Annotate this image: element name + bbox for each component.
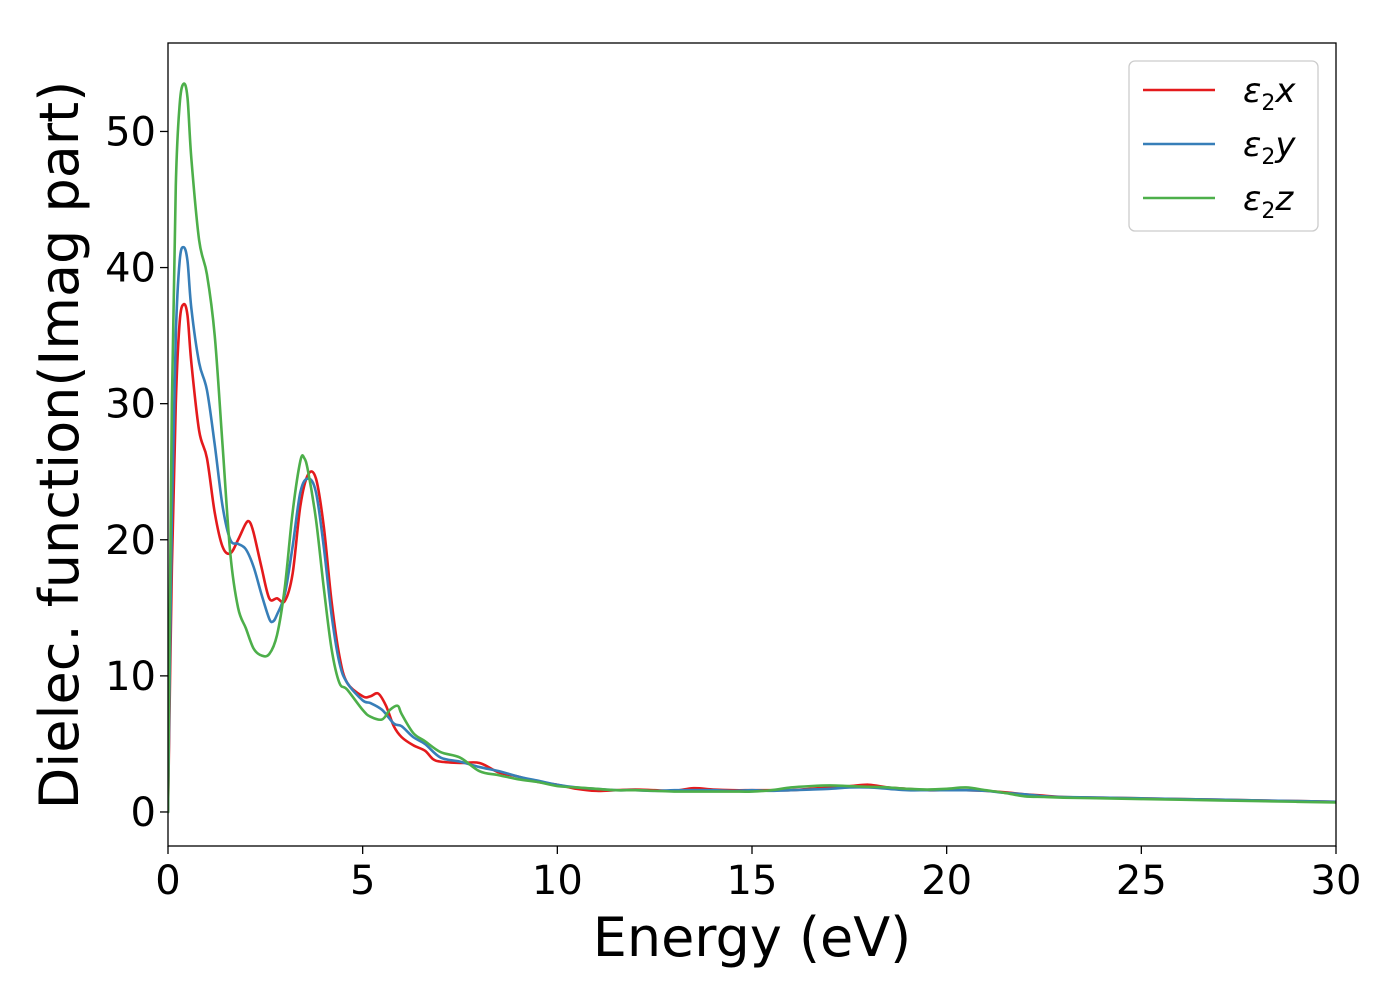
series-layer bbox=[168, 82, 1336, 814]
x-tick-label: 20 bbox=[921, 858, 972, 904]
x-tick-label: 0 bbox=[155, 858, 180, 904]
legend-label-z: ε2z bbox=[1243, 179, 1294, 224]
legend-box bbox=[1128, 60, 1319, 232]
y-axis-label: Dielec. function(Imag part) bbox=[28, 81, 91, 810]
y-tick-label: 0 bbox=[131, 790, 156, 836]
legend-label-y: ε2y bbox=[1243, 125, 1296, 170]
legend: ε2x ε2y ε2z bbox=[1128, 60, 1319, 232]
x-tick-label: 30 bbox=[1311, 858, 1362, 904]
y-tick-label: 50 bbox=[105, 109, 156, 155]
y-tick-label: 20 bbox=[105, 518, 156, 564]
y-axis: 0 10 20 30 40 50 bbox=[105, 109, 168, 836]
x-tick-label: 15 bbox=[727, 858, 778, 904]
y-tick-label: 10 bbox=[105, 654, 156, 700]
y-tick-label: 40 bbox=[105, 246, 156, 292]
x-axis: 0 5 10 15 20 25 30 bbox=[155, 846, 1361, 904]
y-tick-label: 30 bbox=[105, 382, 156, 428]
legend-label-x: ε2x bbox=[1243, 71, 1296, 116]
x-axis-label: Energy (eV) bbox=[593, 906, 912, 969]
x-tick-label: 25 bbox=[1116, 858, 1167, 904]
x-tick-label: 5 bbox=[350, 858, 375, 904]
series-line-z bbox=[168, 82, 1336, 814]
x-tick-label: 10 bbox=[532, 858, 583, 904]
